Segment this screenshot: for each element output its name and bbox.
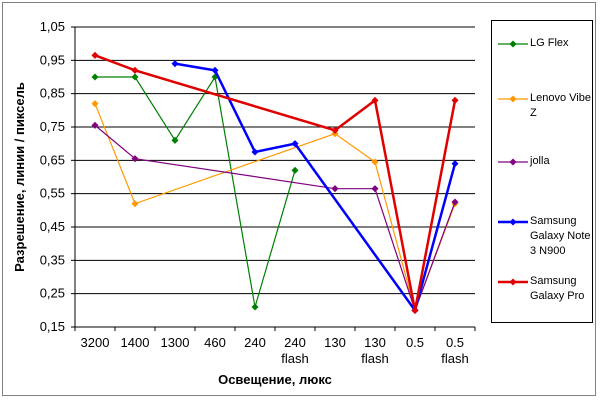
- legend-label: Samsung Galaxy Pro: [530, 275, 585, 302]
- data-point: [131, 73, 139, 81]
- data-point: [291, 140, 299, 148]
- series-4: [91, 51, 459, 314]
- data-point: [451, 160, 459, 168]
- series-3: [171, 60, 459, 314]
- x-tick-label: 0.5: [446, 335, 464, 350]
- legend-label: Lenovo Vibe Z: [530, 92, 591, 119]
- x-tick-label: 130: [324, 335, 346, 350]
- data-point: [131, 200, 139, 208]
- series-line: [95, 75, 296, 308]
- x-tick-label: flash: [281, 351, 308, 366]
- legend-label: jolla: [530, 155, 550, 167]
- series-0: [91, 73, 299, 311]
- data-point: [131, 66, 139, 74]
- y-tick-label: 0,95: [40, 52, 65, 67]
- legend-swatch: [498, 158, 528, 166]
- legend: LG Flex Lenovo Vibe Z jolla Samsung Galaxy …: [491, 20, 593, 323]
- legend-swatch: [498, 278, 528, 286]
- y-tick-label: 0,85: [40, 86, 65, 101]
- x-axis-title: Освещение, люкс: [218, 372, 332, 387]
- x-tick-label: 1300: [161, 335, 190, 350]
- x-tick-label: 240: [284, 335, 306, 350]
- x-tick-label: 0.5: [406, 335, 424, 350]
- data-point: [291, 166, 299, 174]
- legend-label: Samsung Galaxy Note 3 N900: [530, 215, 591, 257]
- series-2: [91, 121, 459, 314]
- data-point: [91, 100, 99, 108]
- y-tick-label: 0,75: [40, 119, 65, 134]
- x-tick-label: 460: [204, 335, 226, 350]
- y-axis-title: Разрешение, линии / пиксель: [12, 82, 27, 272]
- x-tick-label: 130: [364, 335, 386, 350]
- series-line: [94, 103, 456, 313]
- y-tick-label: 0,45: [40, 219, 65, 234]
- x-tick-label: 3200: [81, 335, 110, 350]
- gridlines: [75, 26, 475, 295]
- data-point: [371, 96, 379, 104]
- series-line: [94, 54, 457, 311]
- data-point: [171, 136, 179, 144]
- y-tick-label: 0,65: [40, 152, 65, 167]
- data-point: [451, 96, 459, 104]
- data-point: [91, 51, 99, 59]
- data-point: [131, 155, 139, 163]
- y-tick-label: 0,25: [40, 286, 65, 301]
- data-point: [371, 158, 379, 166]
- data-point: [251, 148, 259, 156]
- data-point: [171, 60, 179, 68]
- data-point: [91, 121, 99, 129]
- legend-label: LG Flex: [530, 37, 569, 49]
- data-point: [251, 303, 259, 311]
- data-point: [451, 198, 459, 206]
- x-tick-label: flash: [361, 351, 388, 366]
- series-1: [91, 100, 459, 314]
- series-line: [94, 124, 456, 313]
- y-tick-label: 0,15: [40, 319, 65, 334]
- legend-swatch: [498, 218, 528, 226]
- data-point: [331, 185, 339, 193]
- data-point: [91, 73, 99, 81]
- legend-swatch: [498, 40, 528, 48]
- series-lines: [91, 51, 459, 314]
- y-tick-labels: 1,05 0,95 0,85 0,75 0,65 0,55 0,45 0,35 0,25 0,15: [40, 19, 75, 334]
- data-point: [371, 185, 379, 193]
- y-tick-label: 0,55: [40, 186, 65, 201]
- y-tick-label: 0,35: [40, 252, 65, 267]
- data-point: [211, 66, 219, 74]
- series-line: [174, 62, 457, 314]
- y-tick-label: 1,05: [40, 19, 65, 34]
- x-tick-label: flash: [441, 351, 468, 366]
- data-point: [411, 306, 419, 314]
- x-tick-label: 1400: [121, 335, 150, 350]
- x-tick-label: 240: [244, 335, 266, 350]
- legend-swatch: [498, 95, 528, 103]
- data-point: [331, 126, 339, 134]
